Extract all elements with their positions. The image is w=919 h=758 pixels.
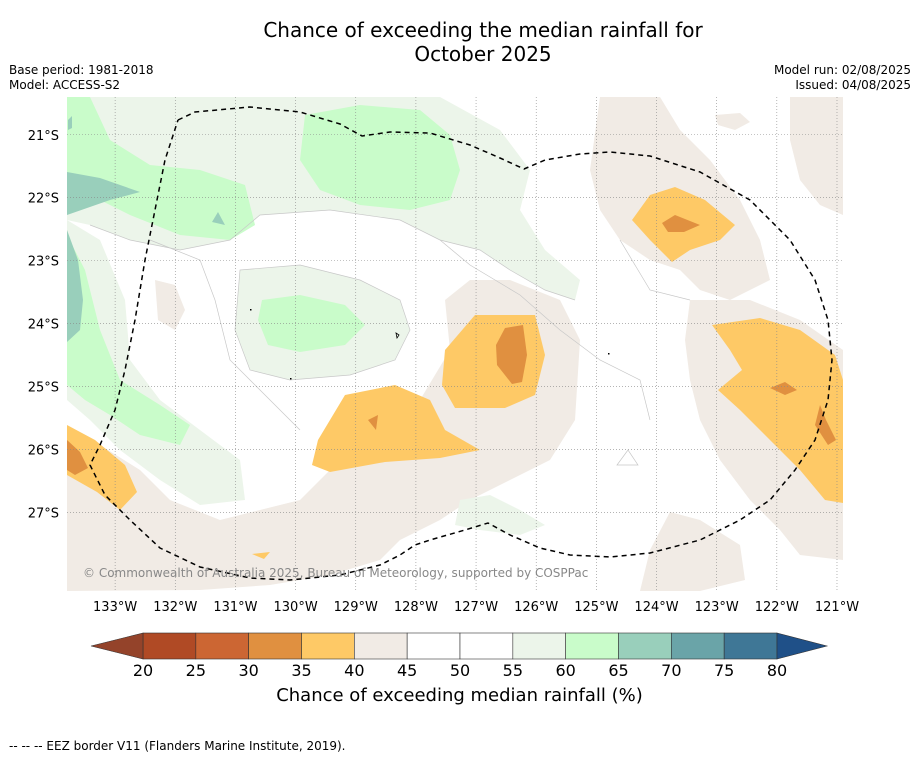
colorbar-segment xyxy=(406,632,461,660)
meta-left: Base period: 1981-2018 Model: ACCESS-S2 xyxy=(9,63,154,93)
colorbar-tick-label: 20 xyxy=(133,661,153,680)
longitude-label: 132°W xyxy=(153,600,197,615)
longitude-label: 133°W xyxy=(93,600,137,615)
title-line-2: October 2025 xyxy=(414,42,552,66)
eez-legend-note: -- -- -- EEZ border V11 (Flanders Marine… xyxy=(9,739,346,753)
colorbar-extend-high xyxy=(776,632,829,660)
colorbar: 20 25 30 35 40 45 50 55 60 65 70 75 80 xyxy=(90,632,829,680)
contour-30-35-sw xyxy=(368,415,378,430)
chart-title: Chance of exceeding the median rainfall … xyxy=(0,18,919,66)
contour-40-45-northeast xyxy=(790,97,843,215)
longitude-label: 125°W xyxy=(574,600,618,615)
contour-65-70-spot2 xyxy=(68,116,72,130)
contour-30-35-northeast xyxy=(662,215,700,232)
contour-55-60-west xyxy=(67,220,245,505)
colorbar-tick-label: 30 xyxy=(238,661,258,680)
longitude-label: 128°W xyxy=(394,600,438,615)
tiny-features xyxy=(250,309,610,380)
latitude-label: 26°S xyxy=(28,443,59,458)
tiny-island xyxy=(395,332,400,340)
contour-65-70-spot1 xyxy=(212,212,225,225)
colorbar-tick-label: 65 xyxy=(608,661,628,680)
contour-30-35-center xyxy=(496,325,527,384)
contour-30-35-east2 xyxy=(815,405,836,445)
model-text: Model: ACCESS-S2 xyxy=(9,78,121,92)
colorbar-segment xyxy=(565,632,619,660)
colorbar-extend-low xyxy=(90,632,144,660)
latitude-label: 24°S xyxy=(28,318,59,333)
longitude-label: 121°W xyxy=(815,600,859,615)
contour-lines xyxy=(89,209,691,466)
colorbar-tick-label: 40 xyxy=(344,661,364,680)
contour-65-70-west xyxy=(67,172,140,215)
contour-60-65-middle xyxy=(258,295,365,352)
latitude-labels: 21°S 22°S 23°S 24°S 25°S 26°S 27°S xyxy=(28,129,59,522)
contour-30-35-west xyxy=(67,440,88,475)
colorbar-segment xyxy=(354,632,408,660)
colorbar-segment xyxy=(248,632,302,660)
contour-60-65-southwest xyxy=(67,235,190,445)
title-line-1: Chance of exceeding the median rainfall … xyxy=(263,18,703,42)
longitude-label: 122°W xyxy=(755,600,799,615)
colorbar-segment xyxy=(618,632,672,660)
colorbar-tick-label: 35 xyxy=(291,661,311,680)
longitude-label: 126°W xyxy=(514,600,558,615)
latitude-label: 27°S xyxy=(28,506,59,521)
contour-30-35-east1 xyxy=(770,382,797,395)
colorbar-segment xyxy=(723,632,778,660)
contour-60-65-north xyxy=(300,105,460,210)
contour-65-70-west2 xyxy=(67,230,83,342)
longitude-label: 129°W xyxy=(334,600,378,615)
contour-35-40-spot xyxy=(252,552,270,559)
longitude-label: 124°W xyxy=(634,600,678,615)
latitude-label: 22°S xyxy=(28,192,59,207)
contour-40-45-small xyxy=(155,280,185,330)
contour-35-40-southwest xyxy=(312,385,480,472)
longitude-labels: 133°W 132°W 131°W 130°W 129°W 128°W 127°W 126°W… xyxy=(93,600,859,615)
longitude-label: 130°W xyxy=(274,600,318,615)
colorbar-segment xyxy=(142,632,197,660)
model-run-text: Model run: 02/08/2025 xyxy=(773,63,911,77)
issued-text: Issued: 04/08/2025 xyxy=(795,78,911,92)
latitude-label: 21°S xyxy=(28,129,59,144)
colorbar-tick-label: 25 xyxy=(186,661,206,680)
colorbar-segment xyxy=(459,632,514,660)
colorbar-tick-label: 55 xyxy=(503,661,523,680)
longitude-label: 123°W xyxy=(695,600,739,615)
contour-40-45-bottom xyxy=(640,512,745,591)
contour-35-40-east xyxy=(712,318,843,503)
contour-35-40-west xyxy=(67,425,137,510)
colorbar-segment xyxy=(195,632,249,660)
contour-60-65-west xyxy=(67,97,255,240)
longitude-label: 131°W xyxy=(213,600,257,615)
gridlines xyxy=(67,97,843,591)
colorbar-tick-label: 75 xyxy=(714,661,734,680)
colorbar-segment xyxy=(671,632,725,660)
contour-40-45-patch xyxy=(715,113,750,130)
colorbar-tick-label: 60 xyxy=(555,661,575,680)
longitude-label: 127°W xyxy=(454,600,498,615)
map-panel: © Commonwealth of Australia 2025, Bureau… xyxy=(67,97,843,591)
colorbar-tick-label: 80 xyxy=(767,661,787,680)
colorbar-label: Chance of exceeding median rainfall (%) xyxy=(276,685,643,706)
colorbar-segment xyxy=(512,632,566,660)
latitude-label: 25°S xyxy=(28,380,59,395)
colorbar-tick-label: 45 xyxy=(397,661,417,680)
contour-55-60-south xyxy=(455,495,545,535)
colorbar-segment xyxy=(301,632,355,660)
colorbar-tick-label: 70 xyxy=(661,661,681,680)
meta-right: Model run: 02/08/2025 Issued: 04/08/2025 xyxy=(774,63,911,93)
eez-border xyxy=(89,106,833,581)
colorbar-tick-label: 50 xyxy=(450,661,470,680)
latitude-label: 23°S xyxy=(28,255,59,270)
base-period-text: Base period: 1981-2018 xyxy=(9,63,154,77)
copyright-text: © Commonwealth of Australia 2025, Bureau… xyxy=(83,566,588,580)
